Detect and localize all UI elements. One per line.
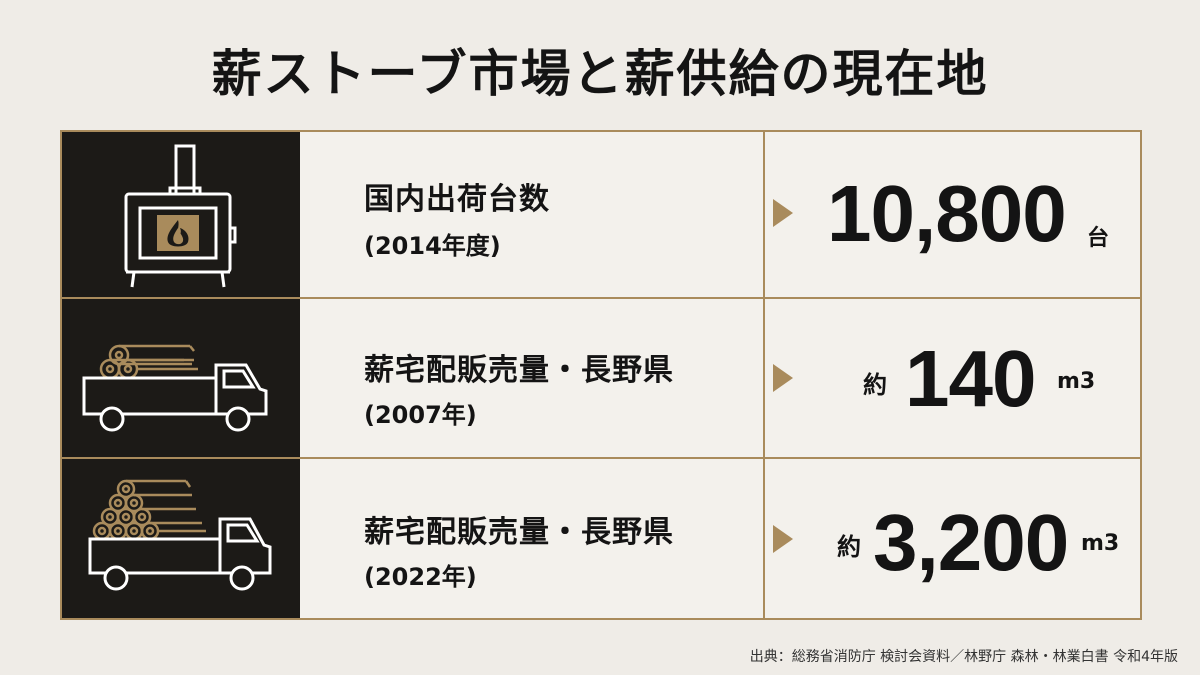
arrow-icon [773,525,793,553]
label-cell: 国内出荷台数 (2014年度) [300,132,765,297]
value-unit: m3 [1057,369,1096,394]
row-sublabel: (2022年) [364,563,477,591]
page-title: 薪ストーブ市場と薪供給の現在地 [211,45,989,103]
value-number: 140 [905,334,1036,423]
icon-panel [62,299,300,457]
large-log-truck-icon [88,479,272,591]
source-note: 出典：総務省消防庁 検討会資料／林野庁 森林・林業白書 令和4年版 [749,649,1178,665]
value-prefix: 約 [863,371,887,399]
wood-stove-icon [124,144,237,288]
value-cell: 10,800 台 [765,132,1140,297]
table-row: 薪宅配販売量・長野県 (2007年) 約 140 m3 [62,299,1140,459]
arrow-icon [773,364,793,392]
row-sublabel: (2007年) [364,401,477,429]
stats-table: 国内出荷台数 (2014年度) 10,800 台 [60,130,1142,620]
value-number: 10,800 [827,169,1067,258]
row-sublabel: (2014年度) [364,232,501,260]
table-row: 国内出荷台数 (2014年度) 10,800 台 [62,132,1140,299]
label-cell: 薪宅配販売量・長野県 (2022年) [300,459,765,618]
value-cell: 約 140 m3 [765,299,1140,457]
row-label: 薪宅配販売量・長野県 [364,353,674,388]
row-label: 国内出荷台数 [364,182,550,217]
icon-panel [62,132,300,297]
icon-panel [62,459,300,618]
small-log-truck-icon [82,344,268,432]
value-unit: m3 [1081,531,1120,556]
value-number: 3,200 [873,498,1069,587]
arrow-icon [773,199,793,227]
value-unit: 台 [1087,226,1110,251]
table-row: 薪宅配販売量・長野県 (2022年) 約 3,200 m3 [62,459,1140,618]
value-prefix: 約 [837,533,861,561]
value-cell: 約 3,200 m3 [765,459,1140,618]
row-label: 薪宅配販売量・長野県 [364,515,674,550]
label-cell: 薪宅配販売量・長野県 (2007年) [300,299,765,457]
